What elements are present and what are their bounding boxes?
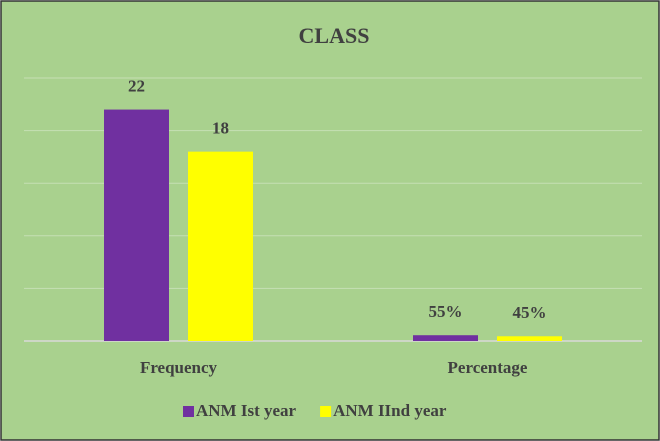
chart-title: CLASS (299, 23, 370, 48)
data-label: 55% (429, 302, 463, 321)
legend-swatch (320, 406, 332, 417)
bar (497, 336, 562, 341)
legend-label: ANM Ist year (196, 401, 297, 420)
data-label: 45% (513, 303, 547, 322)
legend-swatch (183, 406, 194, 417)
data-label: 22 (128, 76, 145, 95)
bar (413, 335, 478, 341)
bar (104, 109, 169, 341)
legend-label: ANM IInd year (333, 401, 447, 420)
data-label: 18 (212, 119, 229, 138)
x-tick-label: Percentage (448, 358, 528, 377)
bar (188, 151, 253, 341)
x-tick-label: Frequency (140, 358, 218, 377)
